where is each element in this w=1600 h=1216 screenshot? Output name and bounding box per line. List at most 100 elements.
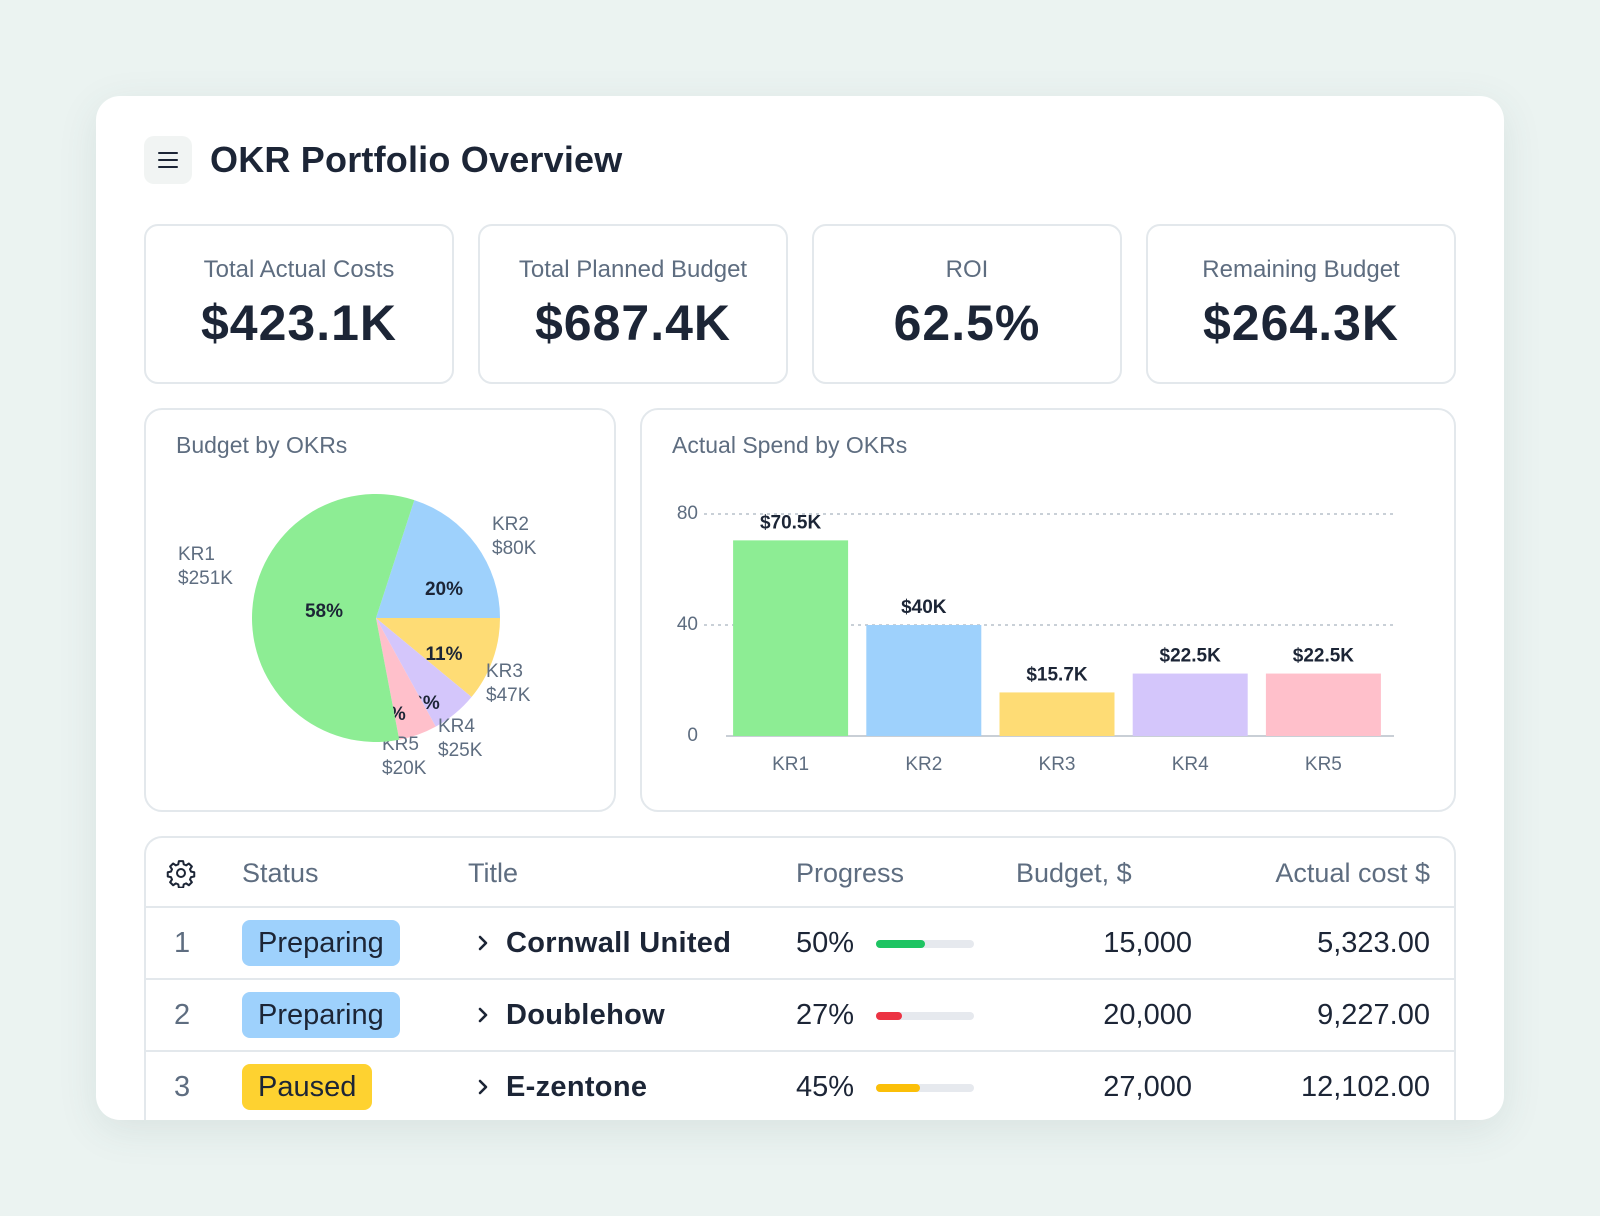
kpi-value: $423.1K [200, 295, 398, 351]
pie-slice-kr3 [376, 618, 500, 698]
progress-cell: 50% [796, 908, 996, 978]
status-cell: Preparing [242, 980, 400, 1050]
header: OKR Portfolio Overview [144, 136, 622, 184]
dashboard-card: OKR Portfolio Overview Total Actual Cost… [96, 96, 1504, 1120]
chevron-right-icon[interactable] [468, 1000, 498, 1030]
bar-kr5 [1265, 673, 1381, 736]
column-header-progress[interactable]: Progress [796, 858, 905, 888]
progress-bar [876, 940, 974, 948]
y-tick-label: 80 [677, 503, 698, 524]
column-header-status[interactable]: Status [242, 858, 319, 888]
budget-cell: 15,000 [1103, 926, 1192, 959]
kpi-label: Total Actual Costs [203, 256, 395, 283]
kpi-value: $687.4K [534, 295, 732, 351]
menu-button[interactable] [144, 136, 192, 184]
spend-bar-chart: 0 40 80 $70.5K KR1 $40K KR2 $15.7K KR3 $22.5K KR4 $… [677, 503, 1394, 775]
kpi-value: 62.5% [893, 295, 1041, 351]
pie-percent-label: 58% [305, 601, 343, 622]
pie-percent-label: 11% [426, 644, 463, 665]
pie-value-label: $47K [486, 685, 531, 706]
pie-slice-kr4 [376, 618, 472, 727]
actual-cost-cell: 9,227.00 [1317, 998, 1430, 1031]
pie-value-label: $80K [492, 538, 537, 559]
kpi-label: Total Planned Budget [518, 256, 748, 283]
progress-label: 50% [796, 926, 855, 959]
budget-pie-panel: Budget by OKRs 20% KR2 $80K 11% KR3 $47K 6% KR4… [144, 408, 616, 812]
x-tick-label: KR4 [1172, 754, 1209, 775]
progress-cell: 45% [796, 1052, 996, 1120]
kpi-total-planned-budget: Total Planned Budget $687.4K [478, 224, 788, 384]
row-number: 2 [174, 998, 191, 1031]
bar-value-label: $70.5K [760, 512, 822, 533]
title-cell: Doublehow [468, 980, 665, 1050]
progress-label: 27% [796, 998, 855, 1031]
x-tick-label: KR1 [772, 754, 809, 775]
spend-chart-title: Actual Spend by OKRs [672, 432, 908, 458]
bar-value-label: $22.5K [1293, 646, 1355, 667]
x-tick-label: KR2 [905, 754, 942, 775]
spend-bar-panel: Actual Spend by OKRs 0 40 80 $70.5K KR1 $40K K… [640, 408, 1456, 812]
pie-category-label: KR1 [178, 544, 215, 565]
pie-slice-kr1 [252, 493, 415, 742]
pie-category-label: KR3 [486, 661, 523, 682]
table-row[interactable]: 3 Paused E-zentone 45% 27,000 12,102.00 [146, 1052, 1454, 1120]
x-tick-label: KR3 [1039, 754, 1076, 775]
progress-fill [876, 1084, 921, 1092]
status-cell: Paused [242, 1052, 373, 1120]
table-row[interactable]: 2 Preparing Doublehow 27% 20,000 9,227.0… [146, 980, 1454, 1052]
pie-value-label: $20K [382, 758, 427, 779]
budget-chart-title: Budget by OKRs [176, 432, 348, 458]
row-number: 3 [174, 1070, 191, 1103]
budget-pie-chart: 20%KR2$80K11%KR3$47K6%KR4$25K5%KR5$20K58… [178, 493, 537, 779]
x-tick-label: KR5 [1305, 754, 1342, 775]
bar-kr2 [866, 625, 982, 736]
y-tick-label: 40 [677, 614, 698, 635]
bar-kr1 [733, 540, 849, 736]
progress-cell: 27% [796, 980, 996, 1050]
chevron-right-icon[interactable] [468, 1072, 498, 1102]
pie-percent-label: 20% [425, 579, 463, 600]
row-title[interactable]: Doublehow [506, 998, 665, 1031]
pie-category-label: KR4 [438, 716, 475, 737]
column-header-actual-cost[interactable]: Actual cost $ [1275, 858, 1430, 888]
status-badge[interactable]: Preparing [242, 992, 400, 1038]
chevron-right-icon[interactable] [468, 928, 498, 958]
bar-value-label: $40K [901, 597, 947, 618]
gear-icon[interactable] [166, 858, 196, 888]
progress-fill [876, 1012, 903, 1020]
table-header: Status Title Progress Budget, $ Actual c… [146, 838, 1454, 908]
bar-kr3 [999, 692, 1115, 736]
kpi-value: $264.3K [1202, 295, 1400, 351]
page-title: OKR Portfolio Overview [210, 139, 623, 180]
kpi-roi: ROI 62.5% [812, 224, 1122, 384]
column-header-title[interactable]: Title [468, 858, 519, 888]
status-cell: Preparing [242, 908, 400, 978]
actual-cost-cell: 5,323.00 [1317, 926, 1430, 959]
pie-slice-kr2 [376, 500, 500, 618]
progress-fill [876, 940, 925, 948]
pie-category-label: KR2 [492, 514, 529, 535]
title-cell: E-zentone [468, 1052, 647, 1120]
hamburger-icon [158, 152, 178, 168]
okr-table: Status Title Progress Budget, $ Actual c… [144, 836, 1456, 1120]
row-title[interactable]: E-zentone [506, 1070, 648, 1103]
bar-kr4 [1132, 673, 1248, 736]
pie-value-label: $251K [178, 568, 233, 589]
progress-bar [876, 1084, 974, 1092]
pie-value-label: $25K [438, 740, 483, 761]
actual-cost-cell: 12,102.00 [1300, 1070, 1430, 1103]
kpi-label: ROI [945, 256, 989, 283]
status-badge[interactable]: Paused [242, 1064, 373, 1110]
table-row[interactable]: 1 Preparing Cornwall United 50% 15,000 5… [146, 908, 1454, 980]
bar-value-label: $22.5K [1160, 646, 1222, 667]
y-tick-label: 0 [687, 725, 698, 746]
status-badge[interactable]: Preparing [242, 920, 400, 966]
row-title[interactable]: Cornwall United [506, 926, 732, 959]
column-header-budget[interactable]: Budget, $ [1016, 858, 1132, 888]
budget-cell: 20,000 [1103, 998, 1192, 1031]
title-cell: Cornwall United [468, 908, 731, 978]
bar-value-label: $15.7K [1026, 664, 1088, 685]
kpi-remaining-budget: Remaining Budget $264.3K [1146, 224, 1456, 384]
pie-slice-kr5 [376, 618, 436, 740]
kpi-label: Remaining Budget [1202, 256, 1400, 283]
